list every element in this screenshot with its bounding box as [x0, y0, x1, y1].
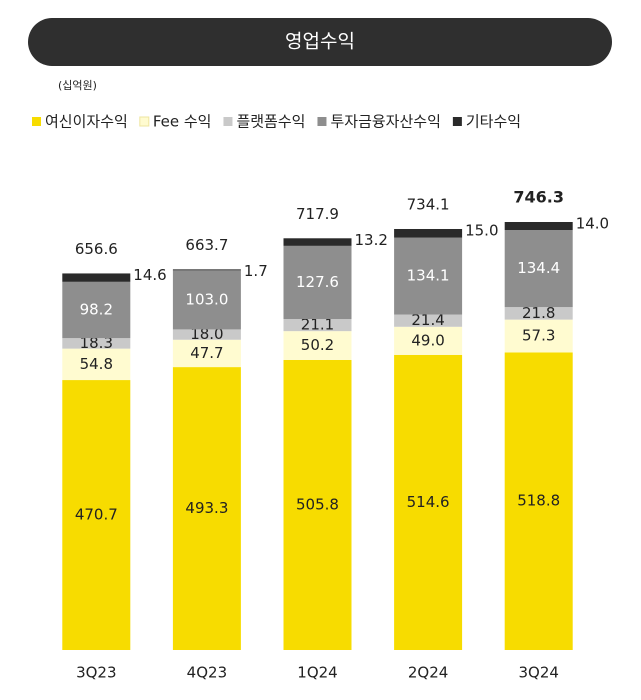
legend: 여신이자수익 Fee 수익 플랫폼수익 투자금융자산수익 기타수익 — [32, 113, 521, 131]
value-label: 18.0 — [190, 325, 223, 343]
value-label: 57.3 — [522, 327, 555, 345]
total-label: 717.9 — [296, 205, 339, 223]
bar-segment — [283, 331, 352, 360]
unit-label: (십억원) — [58, 79, 97, 92]
value-label: 134.1 — [407, 267, 450, 285]
bar-segment — [172, 339, 241, 368]
plot: 470.754.818.398.214.6656.63Q23493.347.71… — [62, 188, 609, 682]
bar-segment — [504, 307, 573, 320]
bar-segment — [504, 319, 573, 353]
value-label: 103.0 — [185, 290, 228, 308]
legend-label: Fee 수익 — [153, 113, 212, 131]
bar-segment — [172, 367, 241, 650]
value-label: 49.0 — [411, 331, 444, 349]
legend-label: 기타수익 — [466, 113, 521, 131]
bar-segment — [62, 348, 131, 381]
legend-label: 투자금융자산수익 — [330, 113, 440, 131]
total-label: 734.1 — [407, 195, 450, 213]
value-label: 21.8 — [522, 304, 555, 322]
chart-title: 영업수익 — [285, 31, 355, 53]
x-tick-label: 4Q23 — [187, 664, 227, 682]
total-label: 656.6 — [75, 240, 118, 258]
legend-label: 여신이자수익 — [45, 113, 128, 131]
bar-segment — [283, 359, 352, 650]
bar-segment — [394, 314, 463, 327]
total-label: 746.3 — [513, 188, 564, 207]
value-label: 47.7 — [190, 344, 223, 362]
x-tick-label: 1Q24 — [297, 664, 337, 682]
x-tick-label: 3Q24 — [518, 664, 558, 682]
value-label: 1.7 — [244, 262, 268, 280]
legend-marker — [452, 117, 462, 126]
value-label: 134.4 — [517, 259, 560, 277]
bar-segment — [62, 338, 131, 349]
value-label: 14.6 — [133, 266, 166, 284]
legend-marker — [32, 117, 41, 126]
value-label: 18.3 — [80, 334, 113, 352]
value-label: 21.4 — [411, 311, 444, 329]
bar-segment — [172, 270, 241, 330]
legend-marker — [139, 116, 150, 127]
value-label: 21.1 — [301, 316, 334, 334]
value-label: 514.6 — [407, 493, 450, 511]
bar-segment — [504, 352, 573, 650]
value-label: 518.8 — [517, 492, 560, 510]
bar-segment — [172, 329, 241, 340]
value-label: 493.3 — [185, 499, 228, 517]
bar-segment — [62, 273, 131, 282]
bar-segment — [283, 319, 352, 332]
bar-segment — [394, 237, 463, 315]
bar-segment — [394, 228, 463, 238]
bar-segment — [504, 230, 573, 308]
bar-segment — [283, 245, 352, 320]
bar-segment — [504, 222, 573, 231]
value-label: 13.2 — [355, 231, 388, 249]
value-label: 15.0 — [465, 221, 498, 239]
title-pill — [28, 18, 612, 66]
bar-segment — [62, 380, 131, 650]
value-label: 50.2 — [301, 336, 334, 354]
bar-segment — [62, 281, 131, 339]
value-label: 54.8 — [80, 355, 113, 373]
value-label: 14.0 — [576, 215, 609, 233]
value-label: 98.2 — [80, 300, 113, 318]
bar-segment — [394, 326, 463, 355]
bar-segment — [394, 354, 463, 650]
legend-marker — [223, 117, 233, 126]
x-tick-label: 2Q24 — [408, 664, 448, 682]
legend-marker — [317, 117, 327, 126]
bar-segment — [172, 269, 241, 271]
value-label: 127.6 — [296, 273, 339, 291]
x-tick-label: 3Q23 — [76, 664, 116, 682]
value-label: 505.8 — [296, 495, 339, 513]
total-label: 663.7 — [185, 236, 228, 254]
bar-segment — [283, 238, 352, 246]
legend-label: 플랫폼수익 — [236, 113, 305, 131]
value-label: 470.7 — [75, 506, 118, 524]
